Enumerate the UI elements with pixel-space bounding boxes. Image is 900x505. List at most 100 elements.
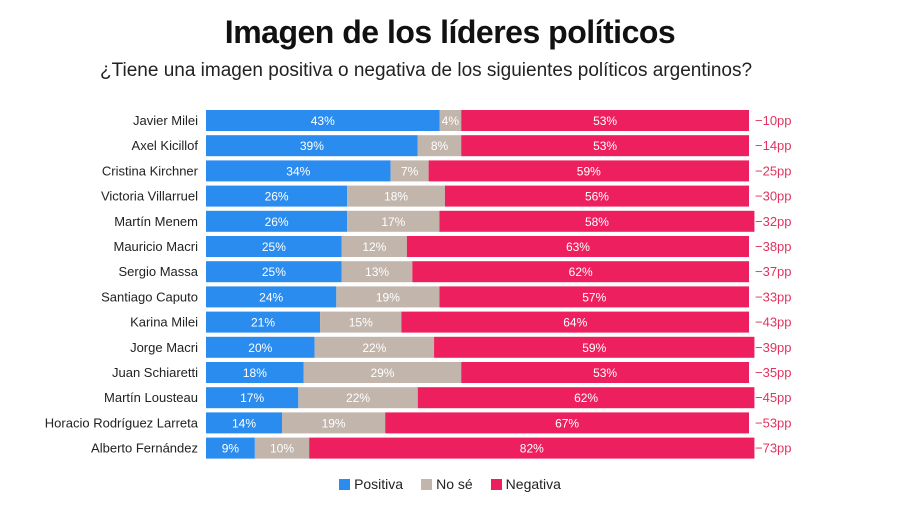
net-label-juan-schiaretti: −35pp [755,365,792,380]
category-label-martin-menem: Martín Menem [114,214,198,229]
net-label-javier-milei: −10pp [755,113,792,128]
bar-negativa-horacio-rodriguez-larreta [385,412,749,434]
stacked-bar-chart: Javier Milei 43% 4% 53% −10pp Axel Kicillof 39… [45,110,792,459]
bar-negativa-santiago-caputo [439,286,749,308]
bar-no-se-mauricio-macri [341,236,407,257]
legend-label-negativa: Negativa [505,476,561,492]
legend: Positiva No sé Negativa [0,476,900,492]
bar-no-se-jorge-macri [314,336,435,358]
data-label-no-se-victoria-villarruel: 18% [384,190,408,204]
bar-positiva-sergio-massa [206,261,342,283]
data-label-negativa-martin-menem: 58% [585,215,609,229]
net-label-horacio-rodriguez-larreta: −53pp [755,415,792,430]
legend-item-no-se: No sé [421,476,473,492]
legend-item-negativa: Negativa [490,476,561,492]
category-label-juan-schiaretti: Juan Schiaretti [112,365,198,380]
data-label-negativa-cristina-kirchner: 59% [577,164,601,178]
net-label-axel-kicillof: −14pp [755,138,792,153]
data-label-negativa-sergio-massa: 62% [569,265,593,279]
bar-positiva-juan-schiaretti [206,362,304,383]
bar-negativa-martin-menem [439,210,755,232]
legend-swatch-no-se [421,478,433,490]
legend-swatch-positiva [339,478,351,490]
bar-no-se-juan-schiaretti [303,362,462,383]
legend-item-positiva: Positiva [339,476,403,492]
data-label-no-se-martin-menem: 17% [381,215,405,229]
bar-positiva-mauricio-macri [206,236,342,257]
bar-negativa-sergio-massa [412,261,749,283]
data-label-no-se-santiago-caputo: 19% [376,290,400,304]
category-label-sergio-massa: Sergio Massa [119,264,199,279]
bar-no-se-javier-milei [439,110,462,131]
chart-subtitle: ¿Tiene una imagen positiva o negativa de… [100,60,753,81]
net-label-karina-milei: −43pp [755,315,792,330]
category-label-mauricio-macri: Mauricio Macri [113,239,198,254]
bar-positiva-martin-menem [206,210,348,232]
bar-no-se-sergio-massa [341,261,413,283]
data-label-negativa-martin-lousteau: 62% [574,391,598,405]
data-label-negativa-alberto-fernandez: 82% [520,442,544,456]
category-label-axel-kicillof: Axel Kicillof [132,138,199,153]
category-label-horacio-rodriguez-larreta: Horacio Rodríguez Larreta [45,415,199,430]
category-label-cristina-kirchner: Cristina Kirchner [102,163,199,178]
data-label-negativa-juan-schiaretti: 53% [593,366,617,380]
data-label-no-se-martin-lousteau: 22% [346,391,370,405]
data-label-negativa-axel-kicillof: 53% [593,139,617,153]
net-label-martin-lousteau: −45pp [755,390,792,405]
bar-no-se-axel-kicillof [417,135,462,157]
category-label-alberto-fernandez: Alberto Fernández [91,441,198,456]
bar-negativa-jorge-macri [434,336,755,358]
data-label-no-se-juan-schiaretti: 29% [370,366,394,380]
data-label-positiva-javier-milei: 43% [311,114,335,128]
data-label-no-se-karina-milei: 15% [349,316,373,330]
data-label-positiva-sergio-massa: 25% [262,265,286,279]
bar-positiva-victoria-villarruel [206,185,348,207]
data-label-positiva-juan-schiaretti: 18% [243,366,267,380]
net-label-jorge-macri: −39pp [755,340,792,355]
data-label-no-se-axel-kicillof: 8% [431,139,449,153]
bar-negativa-javier-milei [461,110,749,131]
net-label-cristina-kirchner: −25pp [755,163,792,178]
data-label-negativa-javier-milei: 53% [593,114,617,128]
chart-title: Imagen de los líderes políticos [224,14,676,50]
bar-no-se-martin-menem [347,210,440,232]
data-label-no-se-sergio-massa: 13% [365,265,389,279]
bar-positiva-cristina-kirchner [206,160,391,182]
bar-no-se-cristina-kirchner [390,160,429,182]
category-label-karina-milei: Karina Milei [130,315,198,330]
data-label-positiva-horacio-rodriguez-larreta: 14% [232,416,256,430]
category-label-javier-milei: Javier Milei [133,113,198,128]
data-label-positiva-mauricio-macri: 25% [262,240,286,254]
net-label-martin-menem: −32pp [755,214,792,229]
bar-positiva-martin-lousteau [206,387,299,409]
data-label-positiva-cristina-kirchner: 34% [286,164,310,178]
data-label-positiva-martin-menem: 26% [265,215,289,229]
bar-negativa-juan-schiaretti [461,362,749,383]
bar-no-se-martin-lousteau [298,387,418,409]
data-label-positiva-victoria-villarruel: 26% [265,190,289,204]
bar-negativa-cristina-kirchner [428,160,749,182]
net-label-sergio-massa: −37pp [755,264,792,279]
net-label-victoria-villarruel: −30pp [755,189,792,204]
bar-no-se-horacio-rodriguez-larreta [282,412,386,434]
bar-no-se-santiago-caputo [336,286,440,308]
data-label-positiva-karina-milei: 21% [251,316,275,330]
data-label-negativa-karina-milei: 64% [563,316,587,330]
data-label-no-se-jorge-macri: 22% [362,341,386,355]
bar-no-se-victoria-villarruel [347,185,445,207]
data-label-positiva-martin-lousteau: 17% [240,391,264,405]
bar-negativa-karina-milei [401,311,749,333]
bar-positiva-jorge-macri [206,336,315,358]
legend-label-positiva: Positiva [354,476,404,492]
bar-positiva-santiago-caputo [206,286,337,308]
legend-label-no-se: No sé [436,476,473,492]
data-label-negativa-mauricio-macri: 63% [566,240,590,254]
bar-positiva-alberto-fernandez [206,437,255,459]
bar-negativa-victoria-villarruel [444,185,749,207]
data-label-no-se-horacio-rodriguez-larreta: 19% [322,416,346,430]
category-label-martin-lousteau: Martín Lousteau [104,390,198,405]
data-label-positiva-jorge-macri: 20% [248,341,272,355]
data-label-positiva-alberto-fernandez: 9% [222,442,240,456]
bar-no-se-alberto-fernandez [254,437,310,459]
bar-negativa-axel-kicillof [461,135,749,157]
